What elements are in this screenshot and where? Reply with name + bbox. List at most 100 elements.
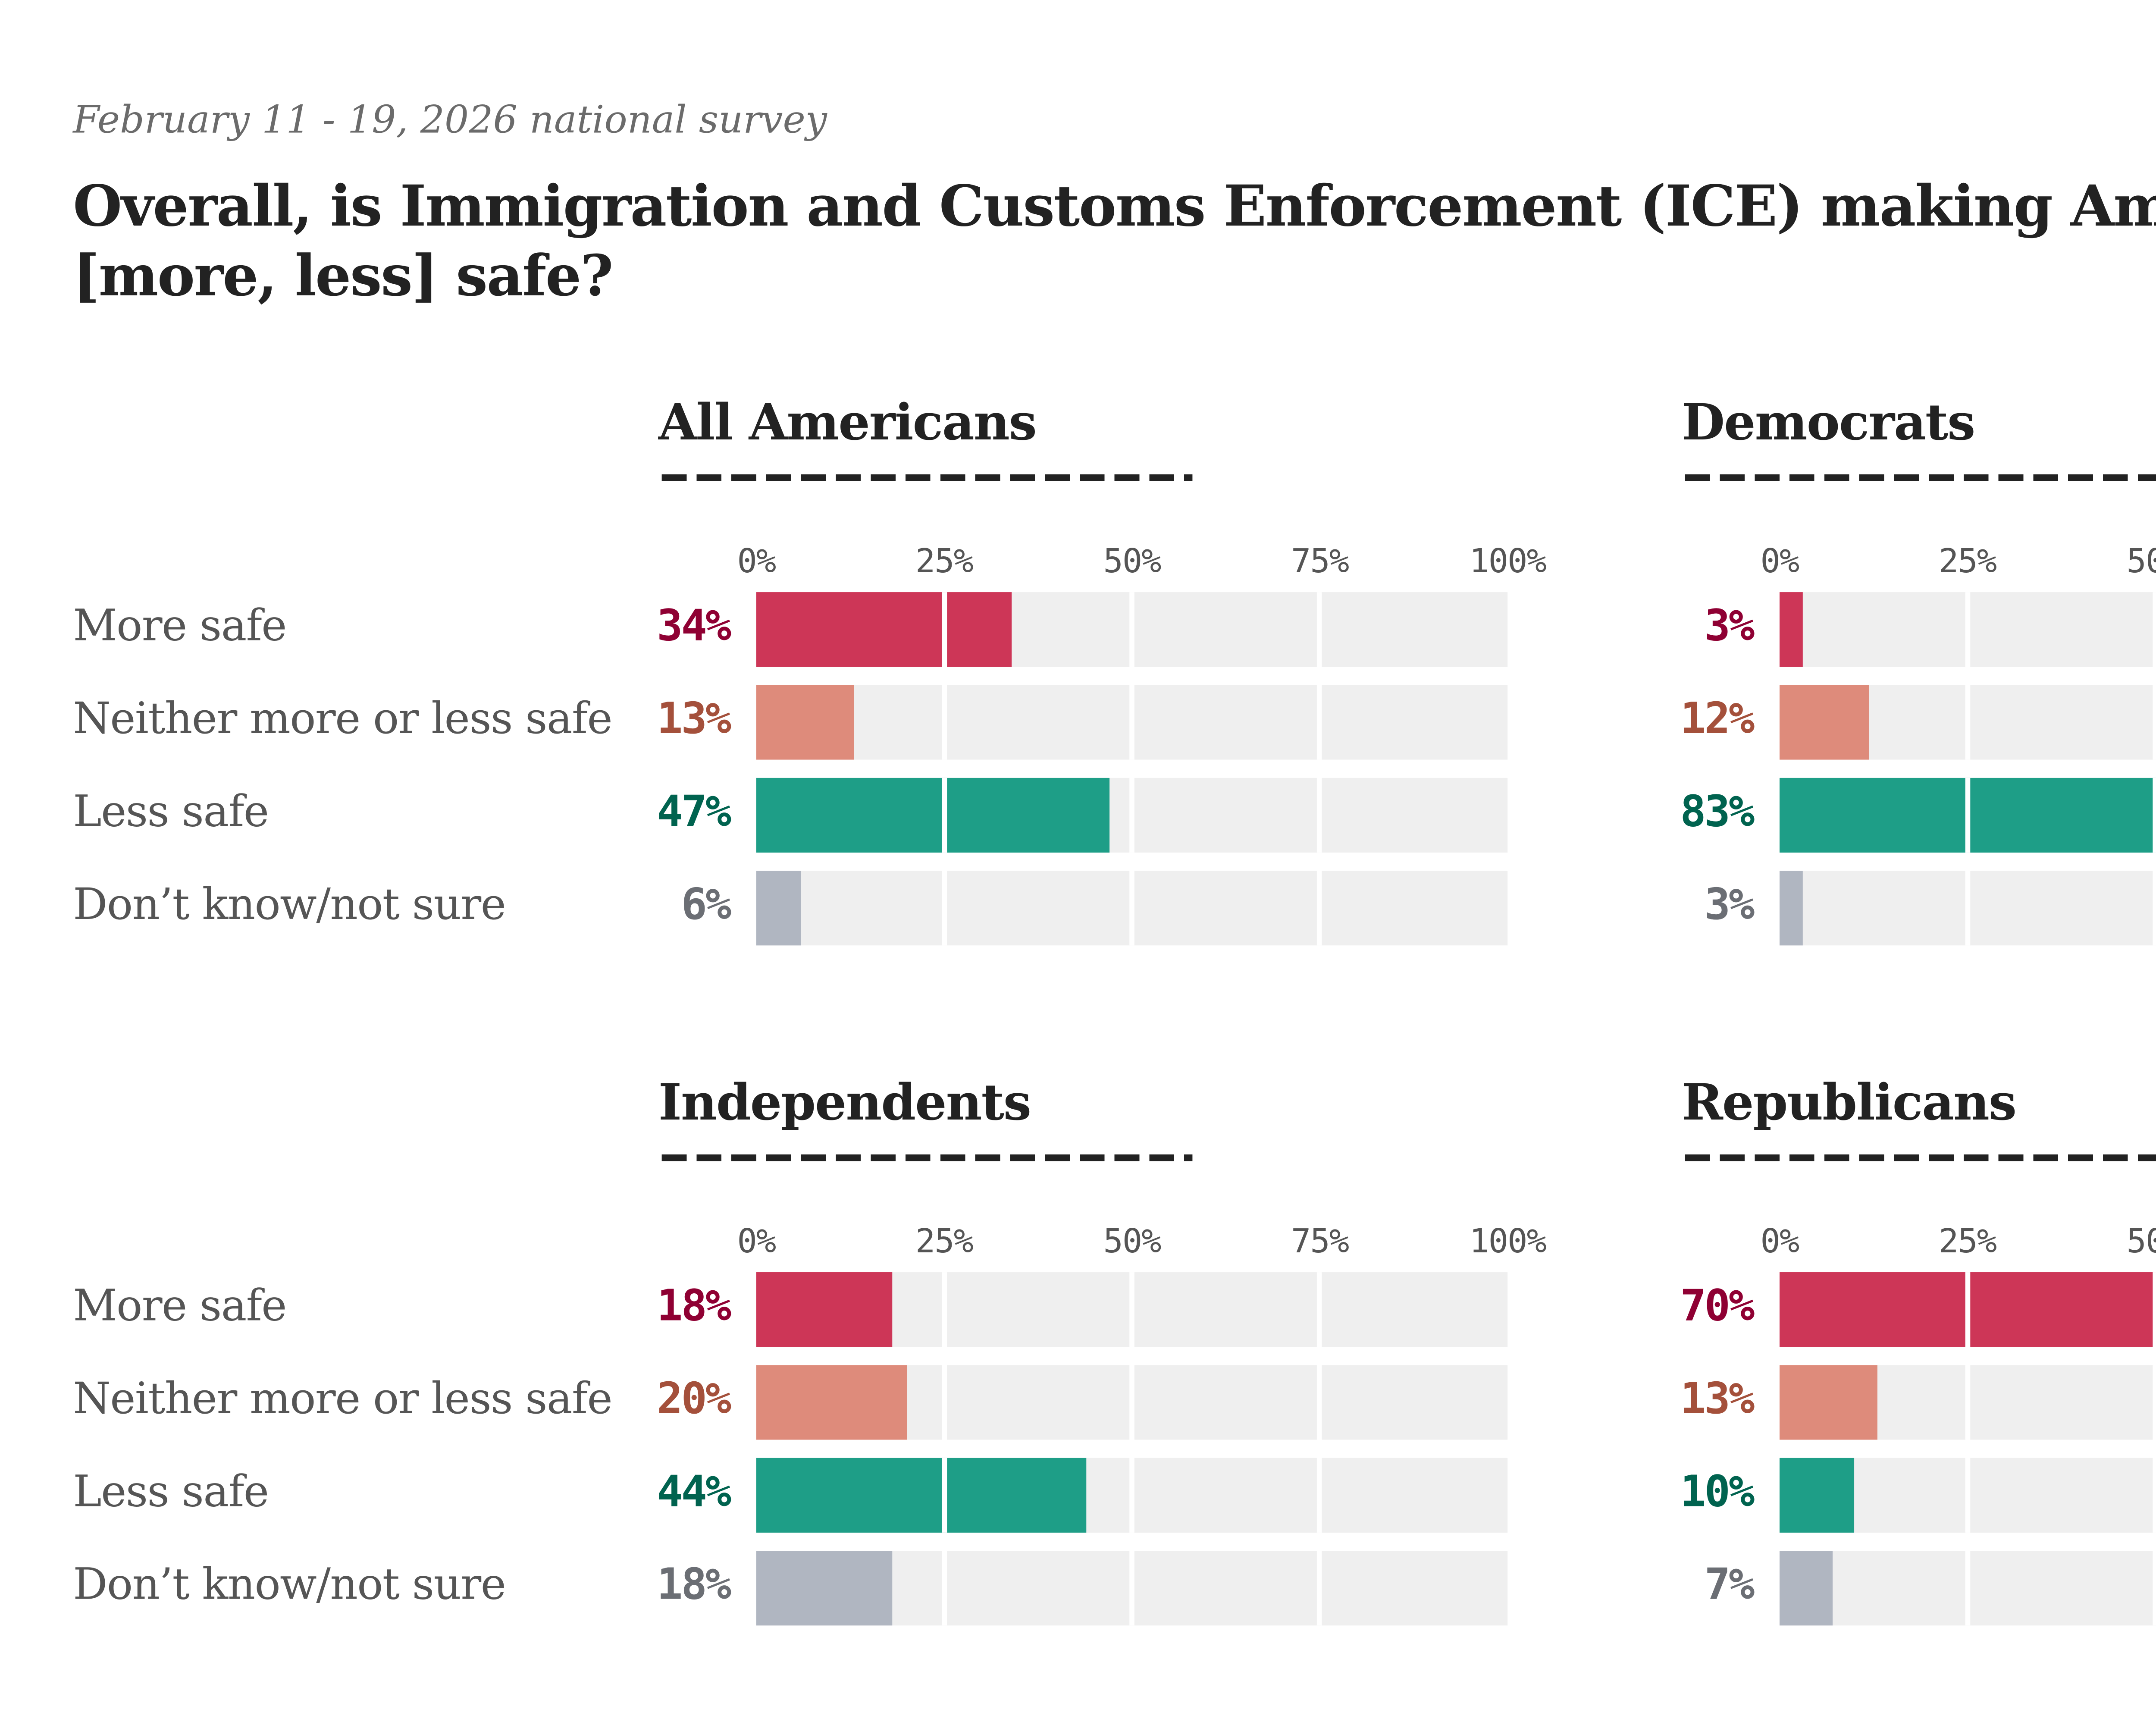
bar-track — [1779, 871, 2156, 946]
panel-independents: Independents 0% 25% 50% 75% 100% 18% 20% 44% 18% — [657, 1075, 1587, 1705]
gridline — [1129, 592, 1134, 667]
data-label: 47% — [657, 787, 731, 838]
bar — [1779, 1551, 1832, 1626]
gridline — [1965, 685, 1970, 760]
panel-title: Independents — [658, 1075, 1031, 1133]
bar-track — [1779, 1551, 2156, 1626]
data-label: 12% — [1680, 695, 1755, 745]
panel-title-underline — [661, 474, 1193, 481]
survey-date: February 11 - 19, 2026 national survey — [73, 99, 827, 143]
gridline — [1317, 1458, 1322, 1533]
category-label: Don’t know/not sure — [73, 881, 506, 931]
bar-track — [756, 1551, 1508, 1626]
gridline — [1129, 1551, 1134, 1626]
x-tick-label: 25% — [915, 540, 974, 581]
category-label: Neither more or less safe — [73, 1375, 612, 1425]
bar — [1779, 592, 1802, 667]
data-label: 44% — [657, 1468, 731, 1518]
x-tick-label: 25% — [1938, 540, 1997, 581]
gridline — [1317, 778, 1322, 853]
x-tick-label: 50% — [2126, 540, 2156, 581]
x-tick-label: 50% — [1103, 1220, 1161, 1261]
gridline — [1129, 1458, 1134, 1533]
category-label: More safe — [73, 1282, 287, 1332]
panel-title-underline — [1685, 474, 2156, 481]
chart-title: Overall, is Immigration and Customs Enfo… — [73, 174, 2156, 310]
bar — [1779, 685, 1870, 760]
gridline — [1317, 1365, 1322, 1440]
x-tick-label: 100% — [1469, 1220, 1547, 1261]
gridline — [1129, 1365, 1134, 1440]
data-label: 83% — [1680, 787, 1755, 838]
gridline — [1129, 1272, 1134, 1347]
x-tick-label: 25% — [1938, 1220, 1997, 1261]
gridline — [941, 1551, 947, 1626]
data-label: 18% — [657, 1561, 731, 1611]
bar — [756, 1272, 892, 1347]
data-label: 13% — [657, 695, 731, 745]
gridline — [1129, 685, 1134, 760]
gridline — [2153, 1272, 2156, 1347]
bar — [756, 778, 1109, 853]
data-label: 6% — [681, 881, 732, 931]
data-label: 20% — [657, 1375, 731, 1425]
bar-track — [756, 778, 1508, 853]
gridline — [1965, 1365, 1970, 1440]
gridline — [1129, 871, 1134, 946]
x-tick-label: 0% — [1760, 1220, 1800, 1261]
x-tick-label: 75% — [1291, 1220, 1349, 1261]
x-tick-label: 100% — [1469, 540, 1547, 581]
category-label: Less safe — [73, 1468, 269, 1518]
x-tick-label: 75% — [1291, 540, 1349, 581]
gridline — [1317, 1551, 1322, 1626]
data-label: 10% — [1680, 1468, 1755, 1518]
gridline — [2153, 592, 2156, 667]
gridline — [941, 592, 947, 667]
gridline — [2153, 871, 2156, 946]
gridline — [1965, 871, 1970, 946]
bar-track — [1779, 778, 2156, 853]
bar — [756, 592, 1012, 667]
panel-title: Republicans — [1682, 1075, 2017, 1133]
gridline — [1965, 1458, 1970, 1533]
bar-track — [1779, 685, 2156, 760]
bar — [756, 1365, 907, 1440]
gridline — [941, 1272, 947, 1347]
bar-track — [1779, 1458, 2156, 1533]
bar — [756, 871, 802, 946]
bar-track — [1779, 1272, 2156, 1347]
gridline — [1317, 685, 1322, 760]
gridline — [941, 871, 947, 946]
x-tick-label: 25% — [915, 1220, 974, 1261]
category-label: More safe — [73, 602, 287, 652]
panel-title: Democrats — [1682, 395, 1975, 453]
gridline — [2153, 1458, 2156, 1533]
category-label: Neither more or less safe — [73, 695, 612, 745]
gridline — [1965, 778, 1970, 853]
bar-track — [756, 1458, 1508, 1533]
x-tick-label: 0% — [737, 1220, 776, 1261]
gridline — [941, 1365, 947, 1440]
gridline — [1317, 1272, 1322, 1347]
category-label: Less safe — [73, 787, 269, 838]
bar — [756, 685, 854, 760]
gridline — [2153, 1365, 2156, 1440]
data-label: 18% — [657, 1282, 731, 1332]
data-label: 70% — [1680, 1282, 1755, 1332]
x-tick-label: 50% — [1103, 540, 1161, 581]
data-label: 13% — [1680, 1375, 1755, 1425]
x-tick-label: 0% — [737, 540, 776, 581]
data-label: 34% — [657, 602, 731, 652]
gridline — [1965, 592, 1970, 667]
category-label: Don’t know/not sure — [73, 1561, 506, 1611]
data-label: 7% — [1704, 1561, 1755, 1611]
bar-track — [756, 592, 1508, 667]
data-label: 3% — [1704, 881, 1755, 931]
gridline — [2153, 1551, 2156, 1626]
gridline — [941, 685, 947, 760]
bar-track — [1779, 1365, 2156, 1440]
gridline — [2153, 685, 2156, 760]
